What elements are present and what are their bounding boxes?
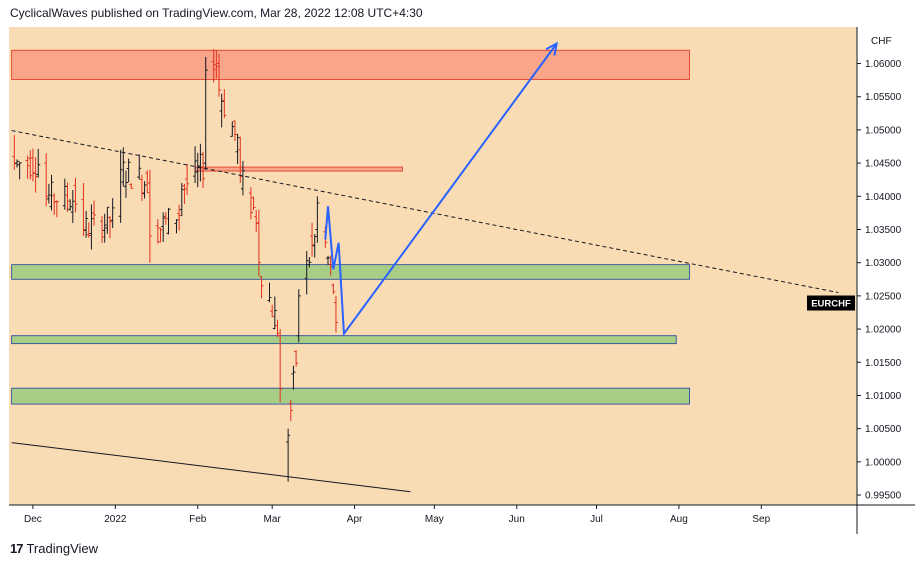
tradingview-logo-icon: 17	[10, 541, 24, 556]
solid-trendline	[11, 442, 411, 493]
support-zone-4	[11, 387, 690, 405]
time-tick-label: Aug	[670, 514, 688, 525]
price-tick-label: 0.99500	[865, 491, 902, 502]
last-price-symbol: EURCHF	[811, 299, 851, 310]
chart-svg[interactable]: CHF 1.06000 1.05500 1.05000 1.04500 1.04000 1.…	[9, 27, 915, 534]
time-tick-label: Jul	[590, 514, 603, 525]
price-tick-label: 1.06000	[865, 59, 902, 70]
resistance-zone-1	[194, 166, 403, 172]
time-tick-label: Mar	[264, 514, 282, 525]
time-tick-label: Sep	[752, 514, 770, 525]
price-chart[interactable]: CHF 1.06000 1.05500 1.05000 1.04500 1.04000 1.…	[9, 27, 915, 534]
price-tick-label: 1.00000	[865, 457, 902, 468]
price-tick-label: 1.02500	[865, 291, 902, 302]
price-tick-label: 1.05500	[865, 92, 902, 103]
price-tick-label: 1.03000	[865, 258, 902, 269]
tradingview-footer: 17 TradingView	[10, 541, 98, 556]
dashed-trendline	[11, 130, 839, 294]
projection-arrowhead	[545, 41, 558, 56]
publish-attribution: CyclicalWaves published on TradingView.c…	[10, 6, 423, 20]
last-price-badge	[807, 295, 855, 311]
price-tick-label: 1.00500	[865, 424, 902, 435]
time-tick-label: Apr	[347, 514, 363, 525]
price-tick-label: 1.02000	[865, 325, 902, 336]
time-tick-label: Dec	[24, 514, 42, 525]
projection-path	[324, 43, 558, 337]
price-tick-label: 1.04500	[865, 159, 902, 170]
support-zone-2	[11, 264, 690, 280]
footer-brand: TradingView	[26, 541, 99, 556]
time-tick-label: 2022	[104, 514, 127, 525]
currency-label: CHF	[871, 36, 892, 47]
resistance-zone-0	[11, 49, 690, 80]
support-zone-3	[11, 335, 677, 345]
price-tick-label: 1.04000	[865, 192, 902, 203]
time-tick-label: May	[425, 514, 444, 525]
price-tick-label: 1.01500	[865, 358, 902, 369]
time-tick-label: Jun	[509, 514, 525, 525]
time-tick-label: Feb	[189, 514, 207, 525]
price-tick-label: 1.03500	[865, 225, 902, 236]
price-tick-label: 1.05000	[865, 125, 902, 136]
price-tick-label: 1.01000	[865, 391, 902, 402]
